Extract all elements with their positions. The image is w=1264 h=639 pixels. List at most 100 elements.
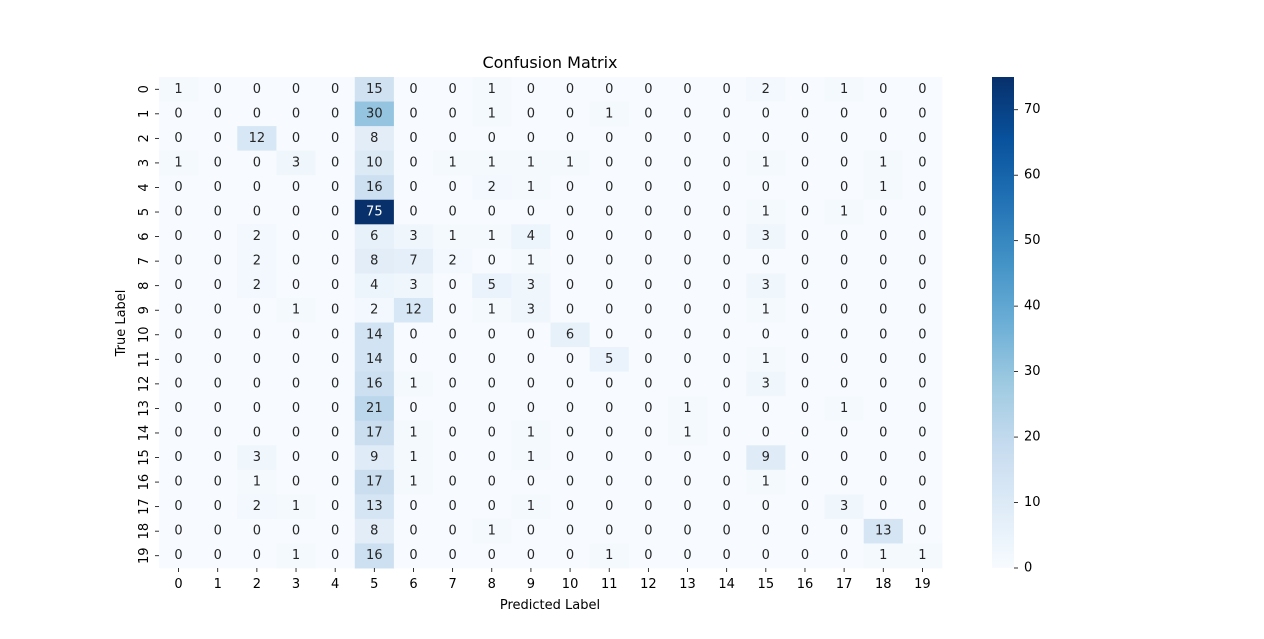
heatmap-cell (276, 371, 317, 397)
heatmap-cell (511, 494, 551, 520)
cell-value-label: 0 (801, 401, 809, 416)
heatmap-cell (902, 248, 943, 274)
cell-value-label: 1 (253, 475, 261, 490)
cell-value-label: 0 (253, 327, 261, 342)
heatmap-cell (472, 199, 512, 225)
cell-value-label: 0 (723, 475, 731, 490)
cell-value-label: 0 (840, 254, 848, 269)
cell-value-label: 0 (644, 548, 652, 563)
heatmap-cell (511, 297, 551, 323)
cell-value-label: 0 (253, 303, 261, 318)
heatmap-cell (354, 543, 395, 569)
heatmap-cell (707, 469, 747, 495)
heatmap-cell (550, 420, 591, 446)
heatmap-cell (198, 543, 238, 569)
cell-value-label: 0 (683, 475, 691, 490)
heatmap-cell (433, 494, 473, 520)
heatmap-cell (472, 297, 512, 323)
x-axis-ticks: 0 1 2 3 4 5 6 7 8 9 10 11 12 13 14 15 16 17 18 19 (174, 568, 931, 592)
cell-value-label: 0 (605, 229, 613, 244)
heatmap-cell (354, 248, 395, 274)
cell-value-label: 0 (644, 303, 652, 318)
heatmap-cell (902, 126, 943, 152)
cell-value-label: 0 (840, 131, 848, 146)
heatmap-cell (902, 322, 943, 348)
cell-value-label: 17 (366, 475, 383, 490)
heatmap-cell (863, 175, 904, 201)
y-tick-label: 3 (137, 159, 152, 167)
cell-value-label: 0 (214, 106, 222, 121)
heatmap-cell (198, 101, 238, 127)
heatmap-cell (824, 322, 865, 348)
cell-value-label: 0 (448, 524, 456, 539)
heatmap-cell (824, 469, 865, 495)
heatmap-cell (433, 199, 473, 225)
cell-value-label: 0 (723, 131, 731, 146)
heatmap-cell (354, 494, 395, 520)
heatmap-cell (511, 518, 551, 544)
heatmap-cell (511, 150, 551, 176)
y-tick-label: 18 (137, 523, 152, 540)
cell-value-label: 0 (644, 450, 652, 465)
heatmap-cell (315, 297, 356, 323)
cell-value-label: 16 (366, 376, 383, 391)
cell-value-label: 1 (683, 425, 691, 440)
cell-value-label: 9 (370, 450, 378, 465)
heatmap-cell (354, 175, 395, 201)
cell-value-label: 8 (370, 131, 378, 146)
cell-value-label: 0 (566, 425, 574, 440)
cell-value-label: 0 (644, 82, 652, 97)
cell-value-label: 0 (879, 82, 887, 97)
heatmap-cell (902, 469, 943, 495)
cell-value-label: 1 (488, 524, 496, 539)
heatmap-cell (354, 150, 395, 176)
heatmap-cell (667, 371, 708, 397)
heatmap-cell (472, 126, 512, 152)
y-tick-label: 7 (137, 257, 152, 265)
cell-value-label: 0 (174, 229, 182, 244)
heatmap-cell (511, 224, 551, 250)
cell-value-label: 0 (448, 180, 456, 195)
cell-value-label: 0 (292, 524, 300, 539)
heatmap-cell (628, 445, 669, 471)
heatmap-cell (628, 420, 669, 446)
heatmap-cell (511, 445, 551, 471)
heatmap-cell (393, 396, 434, 422)
cell-value-label: 0 (174, 106, 182, 121)
cell-value-label: 0 (253, 401, 261, 416)
cell-value-label: 0 (253, 352, 261, 367)
x-tick-label: 18 (875, 577, 892, 592)
heatmap-cell (785, 101, 826, 127)
cell-value-label: 0 (918, 82, 926, 97)
heatmap-cell (393, 347, 434, 373)
heatmap-cell (472, 518, 512, 544)
heatmap-cell (237, 371, 277, 397)
heatmap-cell (511, 273, 551, 299)
cell-value-label: 0 (292, 180, 300, 195)
cell-value-label: 0 (253, 82, 261, 97)
heatmap-cell (628, 297, 669, 323)
cell-value-label: 2 (488, 180, 496, 195)
cell-value-label: 3 (409, 278, 417, 293)
heatmap-cell (785, 248, 826, 274)
heatmap-cell (315, 322, 356, 348)
cell-value-label: 0 (174, 401, 182, 416)
heatmap-cell (393, 199, 434, 225)
cell-value-label: 0 (879, 376, 887, 391)
heatmap-cell (237, 494, 277, 520)
heatmap-cell (746, 101, 786, 127)
heatmap-cell (198, 273, 238, 299)
heatmap-cell (902, 175, 943, 201)
heatmap-cell (550, 126, 591, 152)
cell-value-label: 0 (331, 131, 339, 146)
cell-value-label: 0 (644, 499, 652, 514)
cell-value-label: 0 (214, 401, 222, 416)
heatmap-cell (159, 543, 199, 569)
heatmap-cell (276, 396, 317, 422)
cell-value-label: 0 (448, 327, 456, 342)
cell-value-label: 0 (488, 131, 496, 146)
heatmap-cell (746, 445, 786, 471)
colorbar-tick-label: 70 (1024, 102, 1041, 117)
heatmap-cell (472, 469, 512, 495)
